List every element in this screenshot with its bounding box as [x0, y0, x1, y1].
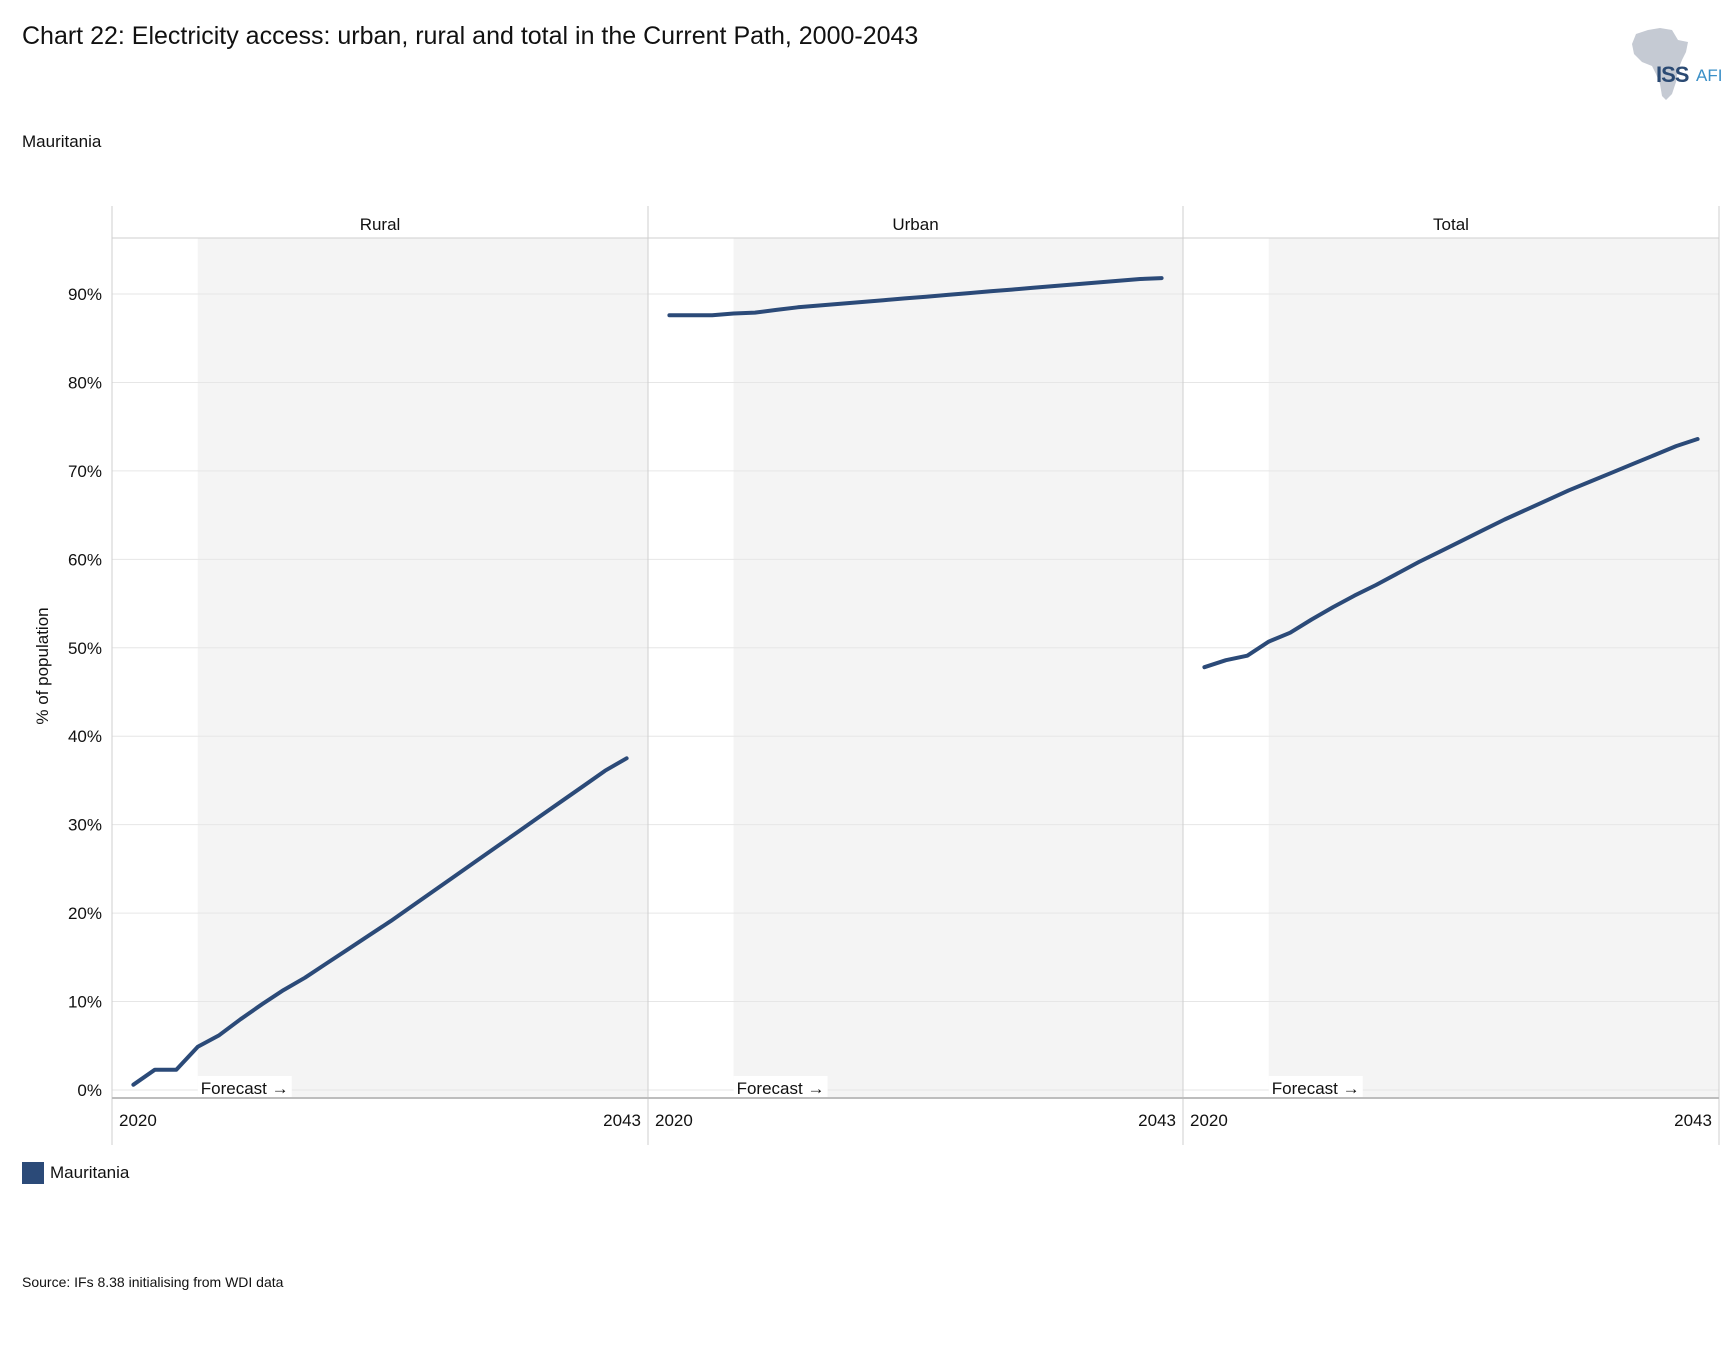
y-tick-label: 50% [68, 639, 102, 658]
x-tick-label: 2020 [1190, 1111, 1228, 1130]
panel-title: Urban [892, 215, 938, 234]
series-line-total [1202, 437, 1700, 670]
chart-subtitle: Mauritania [22, 132, 102, 151]
forecast-label: Forecast → [1272, 1079, 1360, 1098]
forecast-label: Forecast → [201, 1079, 289, 1098]
iss-afi-logo: ISS AFI [1626, 26, 1726, 106]
logo-afi-text: AFI [1696, 66, 1723, 85]
panel-title: Rural [360, 215, 401, 234]
x-tick-label: 2043 [1138, 1111, 1176, 1130]
x-tick-label: 2043 [603, 1111, 641, 1130]
forecast-region [733, 238, 1183, 1098]
legend: Mauritania [22, 1162, 129, 1184]
y-tick-label: 90% [68, 285, 102, 304]
legend-swatch [22, 1162, 44, 1184]
forecast-label-bg [197, 1076, 292, 1098]
forecast-region [1268, 238, 1719, 1098]
africa-map-icon [1632, 28, 1688, 100]
y-tick-label: 70% [68, 462, 102, 481]
legend-label: Mauritania [50, 1163, 130, 1182]
series-line-urban [667, 276, 1164, 318]
x-tick-label: 2043 [1674, 1111, 1712, 1130]
series-line-rural [131, 756, 629, 1087]
y-axis-label: % of population [33, 607, 52, 724]
source-note: Source: IFs 8.38 initialising from WDI d… [22, 1274, 284, 1290]
y-tick-label: 10% [68, 993, 102, 1012]
logo-iss-text: ISS [1656, 62, 1689, 87]
chart-title: Chart 22: Electricity access: urban, rur… [22, 22, 919, 50]
y-tick-label: 40% [68, 727, 102, 746]
x-tick-label: 2020 [119, 1111, 157, 1130]
panel-title: Total [1433, 215, 1469, 234]
y-tick-label: 0% [77, 1081, 102, 1100]
y-tick-label: 60% [68, 550, 102, 569]
forecast-region [197, 238, 648, 1098]
y-tick-label: 80% [68, 373, 102, 392]
y-tick-label: 30% [68, 816, 102, 835]
forecast-label-bg [733, 1076, 828, 1098]
forecast-label-bg [1268, 1076, 1363, 1098]
forecast-label: Forecast → [737, 1079, 825, 1098]
y-tick-label: 20% [68, 904, 102, 923]
x-tick-label: 2020 [655, 1111, 693, 1130]
